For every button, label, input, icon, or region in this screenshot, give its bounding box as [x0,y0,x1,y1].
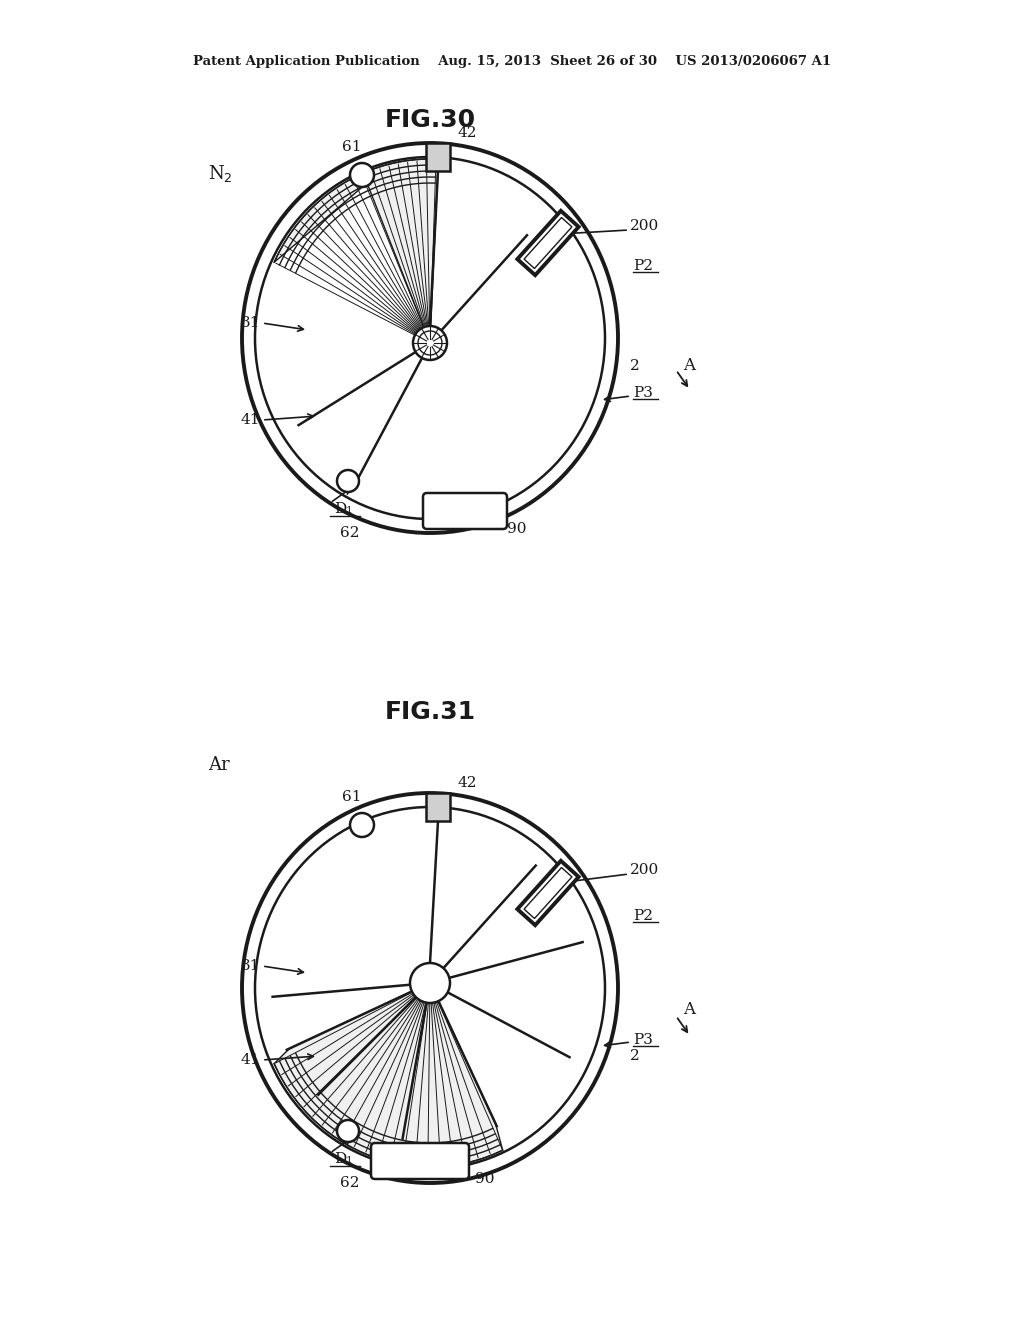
Polygon shape [274,160,438,343]
Text: D₁: D₁ [334,1152,352,1166]
Text: 41: 41 [241,1053,260,1067]
Text: 61: 61 [342,140,361,154]
FancyBboxPatch shape [426,793,450,821]
Text: 42: 42 [458,125,477,140]
Text: D₁: D₁ [334,502,352,516]
Text: 2: 2 [630,359,640,374]
Text: 31: 31 [241,960,260,973]
Text: 200: 200 [630,863,659,876]
Text: FIG.30: FIG.30 [384,108,475,132]
Text: 90: 90 [475,1172,495,1185]
Text: 90: 90 [507,521,526,536]
Circle shape [413,326,447,360]
FancyBboxPatch shape [423,492,507,529]
FancyBboxPatch shape [371,1143,469,1179]
Circle shape [350,162,374,187]
Text: Ar: Ar [208,756,229,774]
Polygon shape [524,218,572,268]
Text: 61: 61 [342,789,361,804]
Text: P2: P2 [633,259,653,273]
Circle shape [337,470,359,492]
Text: 2: 2 [630,1049,640,1063]
Text: 41: 41 [241,413,260,426]
Polygon shape [524,867,572,919]
Text: 62: 62 [340,1176,359,1191]
Text: Patent Application Publication    Aug. 15, 2013  Sheet 26 of 30    US 2013/02060: Patent Application Publication Aug. 15, … [193,55,831,69]
Text: 62: 62 [340,525,359,540]
FancyBboxPatch shape [426,143,450,172]
Circle shape [410,964,450,1003]
Polygon shape [517,211,579,275]
Polygon shape [517,861,579,925]
Text: FIG.31: FIG.31 [384,700,475,723]
Circle shape [337,1119,359,1142]
Text: P3: P3 [633,1034,653,1047]
Text: P3: P3 [633,385,653,400]
Text: A: A [683,358,695,375]
Polygon shape [274,983,503,1167]
Text: P2: P2 [633,909,653,923]
Text: 31: 31 [241,315,260,330]
Text: 42: 42 [458,776,477,789]
Text: A: A [683,1002,695,1019]
Text: 200: 200 [630,219,659,234]
Text: N$_2$: N$_2$ [208,164,232,185]
Circle shape [350,813,374,837]
